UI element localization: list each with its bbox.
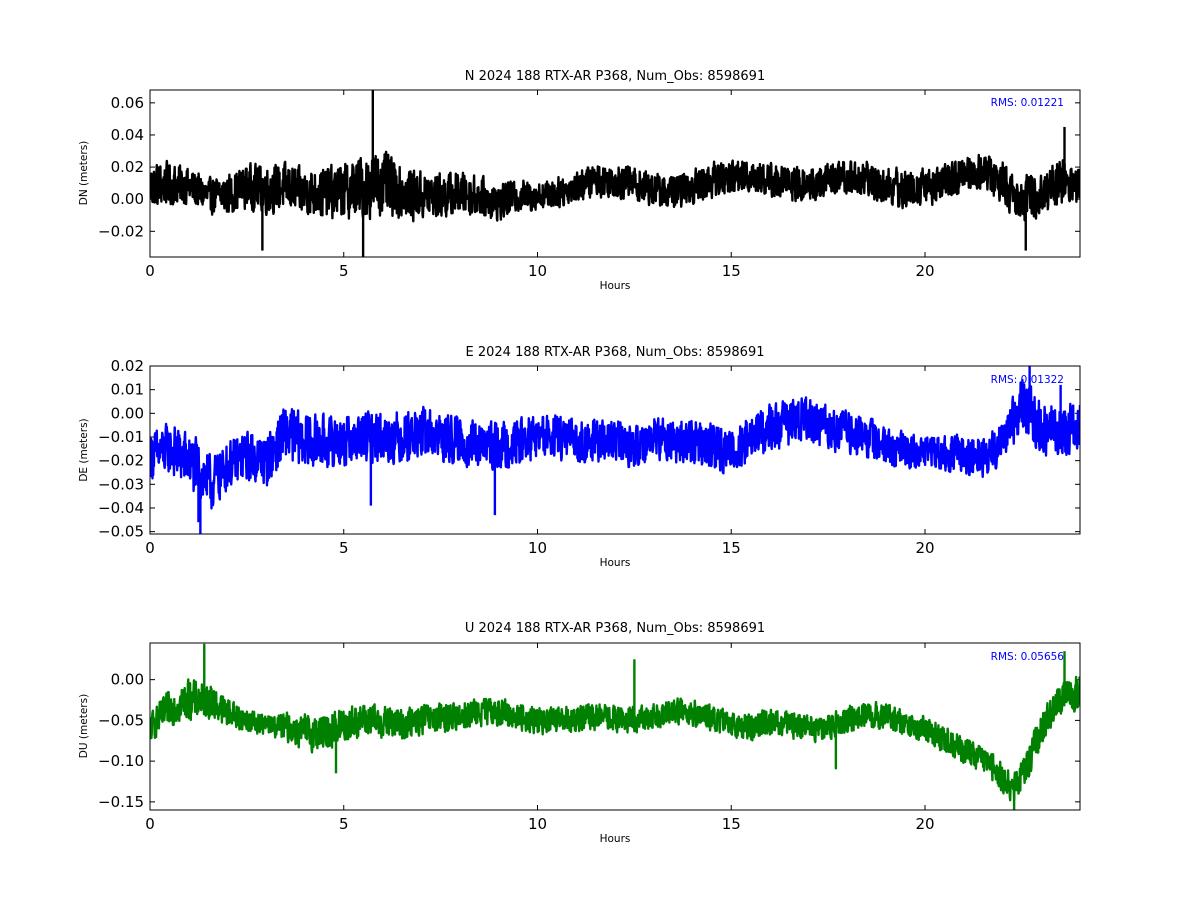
x-tick-label: 10 — [528, 815, 547, 833]
y-tick-label: 0.02 — [111, 357, 144, 375]
series-line — [150, 150, 1080, 223]
y-axis-label: DE (meters) — [78, 418, 90, 481]
x-tick-label: 5 — [339, 815, 349, 833]
y-tick-label: −0.04 — [98, 499, 144, 517]
x-tick-label: 5 — [339, 539, 349, 557]
series-group — [150, 90, 1080, 257]
subplot-title: E 2024 188 RTX-AR P368, Num_Obs: 8598691 — [466, 345, 765, 360]
x-tick-group: 0 5 10 15 20 — [145, 90, 935, 280]
series-line — [150, 675, 1080, 802]
x-tick-label: 10 — [528, 262, 547, 280]
x-tick-label: 15 — [722, 539, 741, 557]
y-tick-label: −0.05 — [98, 711, 144, 729]
subplot-up: U 2024 188 RTX-AR P368, Num_Obs: 8598691… — [78, 621, 1081, 845]
x-tick-group: 0 5 10 15 20 — [145, 643, 935, 833]
y-tick-label: −0.02 — [98, 222, 144, 240]
x-tick-label: 0 — [145, 539, 155, 557]
y-tick-label: −0.03 — [98, 475, 144, 493]
y-tick-label: −0.10 — [98, 752, 144, 770]
series-line — [150, 378, 1080, 510]
x-tick-label: 0 — [145, 262, 155, 280]
x-tick-label: 10 — [528, 539, 547, 557]
rms-annotation: RMS: 0.05656 — [991, 651, 1065, 663]
x-tick-label: 20 — [915, 262, 934, 280]
rms-annotation: RMS: 0.01322 — [991, 374, 1064, 386]
y-tick-label: −0.01 — [98, 428, 144, 446]
x-tick-label: 5 — [339, 262, 349, 280]
y-tick-label: 0.00 — [111, 404, 144, 422]
subplot-title: N 2024 188 RTX-AR P368, Num_Obs: 8598691 — [465, 69, 765, 84]
y-tick-label: 0.04 — [111, 126, 144, 144]
y-axis-label: DN (meters) — [78, 141, 90, 206]
series-group — [150, 366, 1080, 534]
y-tick-label: −0.02 — [98, 452, 144, 470]
series-group — [150, 643, 1080, 810]
x-axis-label: Hours — [600, 557, 631, 569]
x-tick-label: 15 — [722, 262, 741, 280]
axes-frame — [149, 642, 1081, 811]
subplot-east: E 2024 188 RTX-AR P368, Num_Obs: 8598691… — [78, 345, 1081, 569]
y-tick-label: −0.05 — [98, 523, 144, 541]
subplot-title: U 2024 188 RTX-AR P368, Num_Obs: 8598691 — [465, 621, 765, 636]
y-tick-label: 0.00 — [111, 671, 144, 689]
y-tick-label: 0.00 — [111, 190, 144, 208]
x-axis-label: Hours — [600, 280, 631, 292]
y-tick-label: −0.15 — [98, 793, 144, 811]
y-tick-label: 0.02 — [111, 158, 144, 176]
x-tick-label: 20 — [915, 539, 934, 557]
x-tick-label: 15 — [722, 815, 741, 833]
y-tick-group: −0.05 −0.04 −0.03 −0.02 −0.01 0.00 0.01 0.02 — [98, 357, 1080, 541]
x-axis-label: Hours — [600, 833, 631, 845]
y-tick-label: 0.06 — [111, 94, 144, 112]
x-tick-label: 0 — [145, 815, 155, 833]
y-tick-group: −0.02 0.00 0.02 0.04 0.06 — [98, 94, 1080, 240]
y-axis-label: DU (meters) — [78, 694, 90, 758]
subplot-north: N 2024 188 RTX-AR P368, Num_Obs: 8598691… — [78, 69, 1081, 292]
rms-annotation: RMS: 0.01221 — [991, 97, 1064, 109]
x-tick-label: 20 — [915, 815, 934, 833]
y-tick-label: 0.01 — [111, 381, 144, 399]
axes-frame — [149, 89, 1081, 258]
y-tick-group: −0.15 −0.10 −0.05 0.00 — [98, 671, 1080, 811]
axes-frame — [149, 365, 1081, 535]
